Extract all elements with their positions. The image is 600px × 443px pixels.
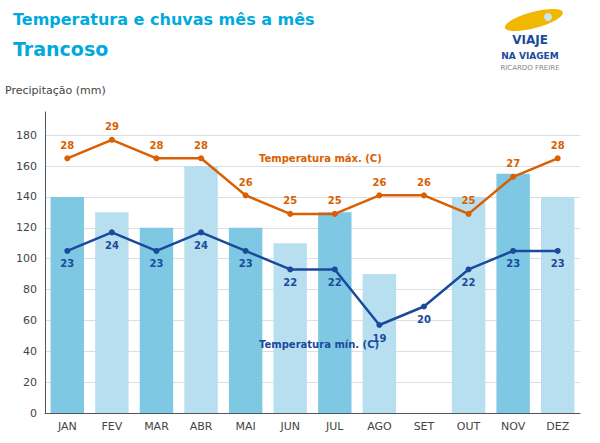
svg-text:25: 25 — [328, 195, 342, 206]
svg-text:80: 80 — [23, 283, 37, 296]
svg-text:MAR: MAR — [144, 420, 169, 433]
svg-text:Trancoso: Trancoso — [13, 38, 108, 60]
svg-text:40: 40 — [23, 345, 37, 358]
svg-text:JAN: JAN — [57, 420, 77, 433]
svg-text:23: 23 — [239, 258, 253, 269]
svg-text:28: 28 — [60, 140, 74, 151]
svg-text:OUT: OUT — [457, 420, 481, 433]
svg-text:23: 23 — [149, 258, 163, 269]
svg-text:NOV: NOV — [501, 420, 526, 433]
svg-text:FEV: FEV — [101, 420, 122, 433]
svg-text:60: 60 — [23, 314, 37, 327]
svg-text:20: 20 — [23, 376, 37, 389]
svg-text:Temperatura máx. (C): Temperatura máx. (C) — [259, 153, 382, 164]
svg-text:22: 22 — [462, 277, 476, 288]
svg-text:26: 26 — [372, 177, 386, 188]
svg-text:VIAJE: VIAJE — [512, 33, 548, 47]
svg-text:Precipitação (mm): Precipitação (mm) — [5, 84, 106, 97]
svg-text:22: 22 — [328, 277, 342, 288]
svg-text:NA VIAGEM: NA VIAGEM — [501, 51, 558, 61]
svg-text:160: 160 — [16, 160, 37, 173]
svg-text:Temperatura e chuvas mês a mês: Temperatura e chuvas mês a mês — [13, 10, 315, 29]
svg-text:0: 0 — [30, 407, 37, 420]
svg-text:140: 140 — [16, 190, 37, 203]
svg-text:24: 24 — [105, 240, 119, 251]
svg-text:25: 25 — [283, 195, 297, 206]
svg-text:180: 180 — [16, 129, 37, 142]
svg-text:Temperatura mín. (C): Temperatura mín. (C) — [259, 339, 379, 350]
svg-text:DEZ: DEZ — [546, 420, 569, 433]
svg-text:28: 28 — [149, 140, 163, 151]
svg-text:120: 120 — [16, 221, 37, 234]
svg-text:100: 100 — [16, 252, 37, 265]
svg-text:26: 26 — [239, 177, 253, 188]
svg-text:27: 27 — [506, 158, 520, 169]
svg-text:JUL: JUL — [325, 420, 344, 433]
svg-text:ABR: ABR — [190, 420, 213, 433]
svg-text:SET: SET — [414, 420, 435, 433]
svg-text:23: 23 — [506, 258, 520, 269]
svg-text:AGO: AGO — [367, 420, 392, 433]
svg-text:23: 23 — [551, 258, 565, 269]
svg-text:23: 23 — [60, 258, 74, 269]
svg-text:24: 24 — [194, 240, 208, 251]
svg-text:28: 28 — [194, 140, 208, 151]
svg-text:19: 19 — [372, 332, 387, 344]
svg-text:26: 26 — [417, 177, 431, 188]
svg-text:28: 28 — [551, 140, 565, 151]
svg-text:JUN: JUN — [279, 420, 300, 433]
svg-text:29: 29 — [105, 121, 119, 132]
svg-text:MAI: MAI — [235, 420, 255, 433]
svg-text:22: 22 — [283, 277, 297, 288]
svg-text:RICARDO FREIRE: RICARDO FREIRE — [500, 64, 559, 72]
svg-text:20: 20 — [417, 314, 431, 325]
svg-text:25: 25 — [462, 195, 476, 206]
